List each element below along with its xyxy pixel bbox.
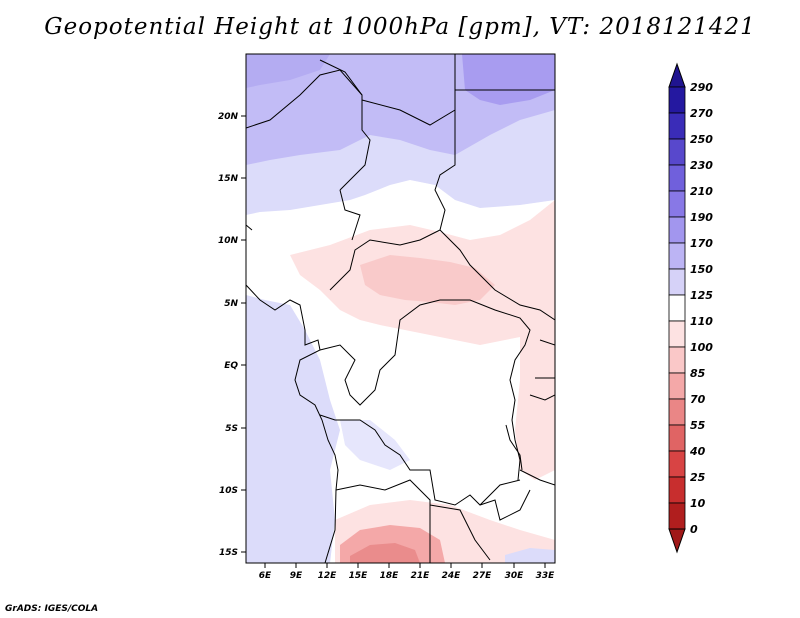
colorbar-swatch — [668, 112, 686, 140]
colorbar-swatch — [668, 502, 686, 530]
colorbar-swatch — [668, 190, 686, 218]
lon-label: 6E — [259, 571, 272, 581]
lat-label: 10N — [218, 236, 239, 246]
colorbar-label: 170 — [690, 237, 713, 250]
colorbar-label: 210 — [690, 185, 713, 198]
colorbar-top-arrow — [668, 62, 686, 88]
colorbar-bottom-arrow — [668, 528, 686, 554]
colorbar-swatches — [668, 86, 686, 530]
lat-label: 15S — [219, 548, 238, 558]
colorbar-label: 230 — [690, 159, 713, 172]
colorbar-swatch — [668, 346, 686, 374]
colorbar: 2902702502302101901701501251101008570554… — [668, 62, 713, 554]
lon-label: 21E — [411, 571, 431, 581]
colorbar-label: 100 — [690, 341, 713, 354]
axis-ticks — [241, 115, 546, 568]
lon-label: 12E — [318, 571, 338, 581]
country-borders — [246, 54, 555, 563]
colorbar-swatch — [668, 138, 686, 166]
lat-label: 5S — [225, 424, 238, 434]
grads-credit: GrADS: IGES/COLA — [5, 604, 99, 614]
colorbar-swatch — [668, 216, 686, 244]
colorbar-label: 25 — [690, 471, 706, 484]
lon-label: 18E — [380, 571, 400, 581]
colorbar-swatch — [668, 476, 686, 504]
colorbar-label: 250 — [690, 133, 713, 146]
height-field — [246, 54, 555, 563]
lat-label: 15N — [218, 174, 239, 184]
lon-label: 24E — [442, 571, 462, 581]
latitude-labels: 20N 15N 10N 5N EQ 5S 10S 15S — [218, 112, 239, 558]
map-title: Geopotential Height at 1000hPa [gpm], VT… — [44, 14, 756, 40]
colorbar-labels: 2902702502302101901701501251101008570554… — [689, 81, 713, 536]
lon-label: 27E — [473, 571, 493, 581]
longitude-labels: 6E 9E 12E 15E 18E 21E 24E 27E 30E 33E — [259, 571, 555, 581]
colorbar-label: 10 — [690, 497, 706, 510]
lat-label: EQ — [224, 361, 238, 371]
colorbar-label: 0 — [690, 523, 698, 536]
colorbar-swatch — [668, 294, 686, 322]
colorbar-swatch — [668, 164, 686, 192]
colorbar-label: 70 — [690, 393, 706, 406]
colorbar-swatch — [668, 320, 686, 348]
colorbar-swatch — [668, 268, 686, 296]
map-frame — [245, 53, 556, 564]
colorbar-label: 40 — [689, 445, 706, 458]
lon-label: 33E — [536, 571, 556, 581]
colorbar-label: 55 — [690, 419, 706, 432]
lon-label: 9E — [290, 571, 303, 581]
colorbar-label: 150 — [690, 263, 713, 276]
colorbar-swatch — [668, 86, 686, 114]
colorbar-label: 125 — [690, 289, 713, 302]
colorbar-label: 270 — [690, 107, 713, 120]
lat-label: 10S — [219, 486, 238, 496]
lon-label: 15E — [349, 571, 369, 581]
colorbar-swatch — [668, 372, 686, 400]
lat-label: 20N — [218, 112, 239, 122]
colorbar-swatch — [668, 398, 686, 426]
colorbar-label: 290 — [690, 81, 713, 94]
colorbar-swatch — [668, 450, 686, 478]
colorbar-swatch — [668, 424, 686, 452]
colorbar-swatch — [668, 242, 686, 270]
lon-label: 30E — [505, 571, 525, 581]
lat-label: 5N — [224, 299, 238, 309]
colorbar-label: 110 — [690, 315, 713, 328]
colorbar-label: 190 — [690, 211, 713, 224]
colorbar-label: 85 — [690, 367, 706, 380]
